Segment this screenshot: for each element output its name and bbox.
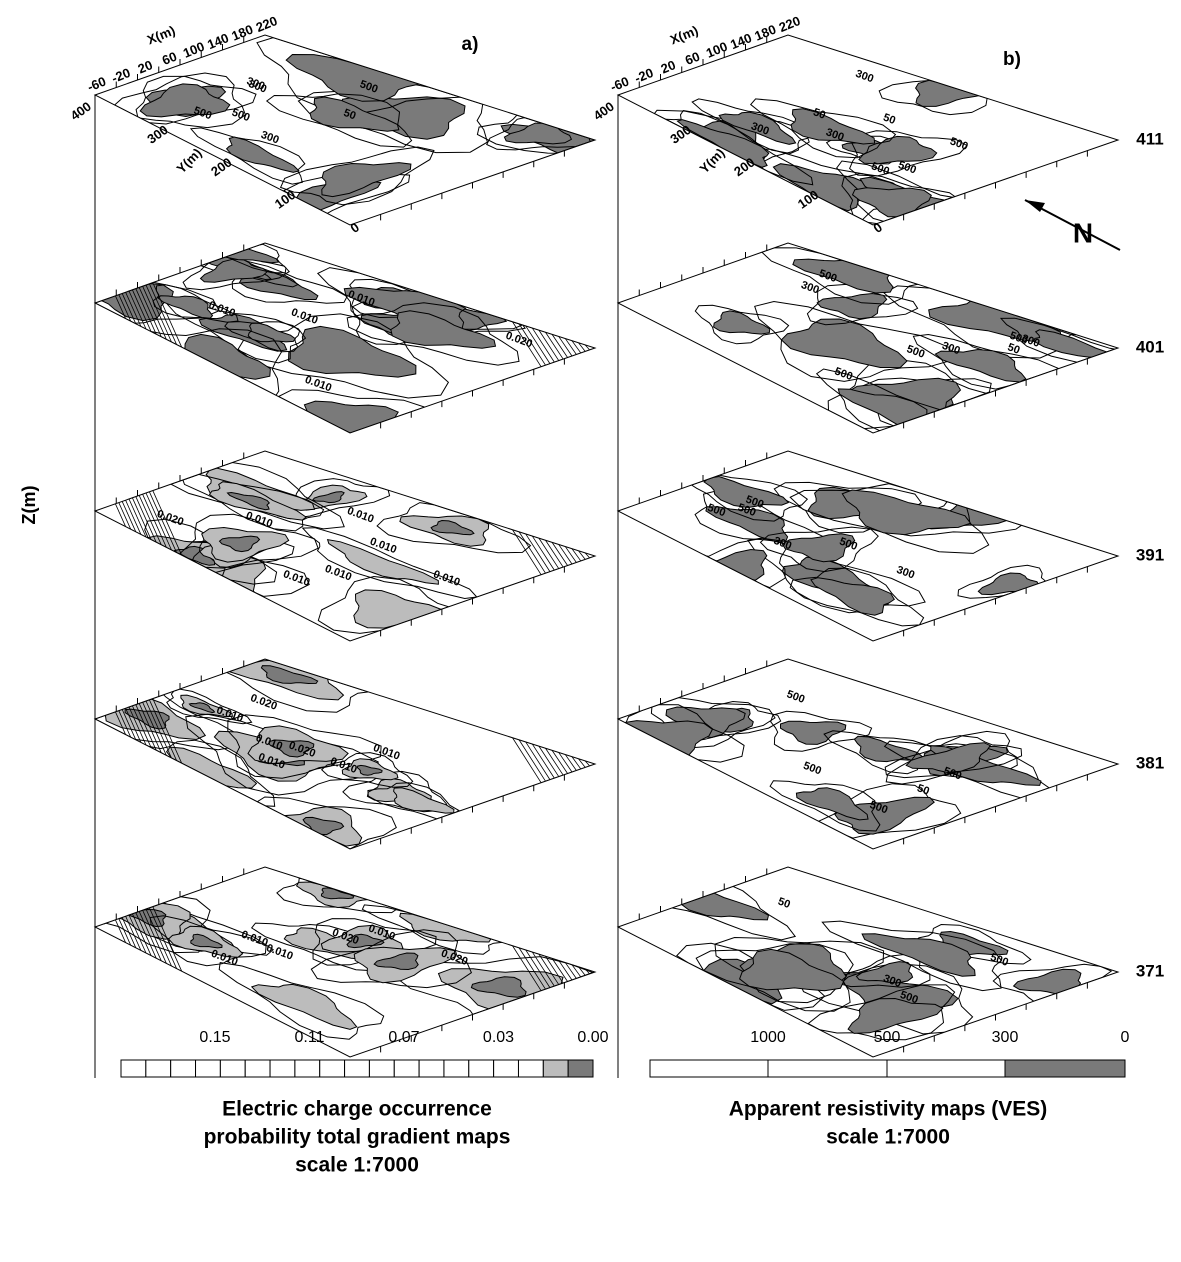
panel-label: a) xyxy=(462,34,479,55)
legend-cell xyxy=(469,1060,494,1077)
y-axis-label: Y(m) xyxy=(173,145,204,176)
legend-cell xyxy=(419,1060,444,1077)
legend-cell xyxy=(295,1060,320,1077)
y-axis-label: Y(m) xyxy=(696,145,727,176)
legend-cell xyxy=(768,1060,887,1077)
north-label: N xyxy=(1073,217,1093,248)
depth-label: 391 xyxy=(1136,545,1164,564)
figure: Z(m) a) b) N 500505003003005003000.0100.… xyxy=(0,0,1181,1262)
legend-cell xyxy=(245,1060,270,1077)
legend-tick: 1000 xyxy=(750,1029,786,1046)
legend-caption: probability total gradient maps xyxy=(204,1126,511,1149)
legend-cell xyxy=(568,1060,593,1077)
depth-label: 411 xyxy=(1136,129,1163,148)
x-tick-label: 20 xyxy=(136,57,155,76)
depth-label: 371 xyxy=(1136,961,1164,980)
x-axis-label: X(m) xyxy=(668,23,700,48)
x-tick-label: 220 xyxy=(777,13,803,35)
legend-cell xyxy=(650,1060,768,1077)
legend-caption: Electric charge occurrence xyxy=(222,1098,492,1121)
legend-caption: scale 1:7000 xyxy=(295,1154,419,1177)
legend-tick: 0.03 xyxy=(483,1029,514,1046)
depth-label: 401 xyxy=(1136,337,1164,356)
legend-caption: scale 1:7000 xyxy=(826,1126,950,1149)
x-tick-label: 20 xyxy=(659,57,678,76)
legend-cell xyxy=(171,1060,196,1077)
legend-cell xyxy=(345,1060,370,1077)
legend-cell xyxy=(887,1060,1005,1077)
y-tick-label: 400 xyxy=(68,99,94,124)
legend-cell xyxy=(543,1060,568,1077)
legend-cell xyxy=(394,1060,419,1077)
y-tick-label: 400 xyxy=(591,99,617,124)
legend-cell xyxy=(1005,1060,1125,1077)
legend-tick: 0 xyxy=(1121,1029,1130,1046)
x-axis-label: X(m) xyxy=(145,23,177,48)
legend-cell xyxy=(196,1060,221,1077)
x-tick-label: 60 xyxy=(160,49,179,68)
legend-tick: 0.11 xyxy=(295,1029,325,1046)
legend-cell xyxy=(270,1060,295,1077)
legend-cell xyxy=(320,1060,345,1077)
depth-label: 381 xyxy=(1136,753,1164,772)
panel-label: b) xyxy=(1003,49,1021,70)
x-tick-label: 60 xyxy=(683,49,702,68)
legend-caption: Apparent resistivity maps (VES) xyxy=(729,1098,1048,1121)
north-arrow: N xyxy=(1025,200,1120,250)
legend-cell xyxy=(369,1060,394,1077)
legend-tick: 300 xyxy=(992,1029,1019,1046)
legend-tick: 0.15 xyxy=(199,1029,230,1046)
legend-cell xyxy=(494,1060,519,1077)
legend-cell xyxy=(121,1060,146,1077)
x-tick-label: 220 xyxy=(254,13,280,35)
legend-tick: 0.07 xyxy=(388,1029,419,1046)
legend-cell xyxy=(444,1060,469,1077)
maps xyxy=(95,35,1118,1057)
legend-tick: 0.00 xyxy=(577,1029,608,1046)
legend-tick: 500 xyxy=(874,1029,901,1046)
legend-cell xyxy=(220,1060,245,1077)
z-label: Z(m) xyxy=(19,486,39,525)
legend-cell xyxy=(146,1060,171,1077)
legend-cell xyxy=(518,1060,543,1077)
